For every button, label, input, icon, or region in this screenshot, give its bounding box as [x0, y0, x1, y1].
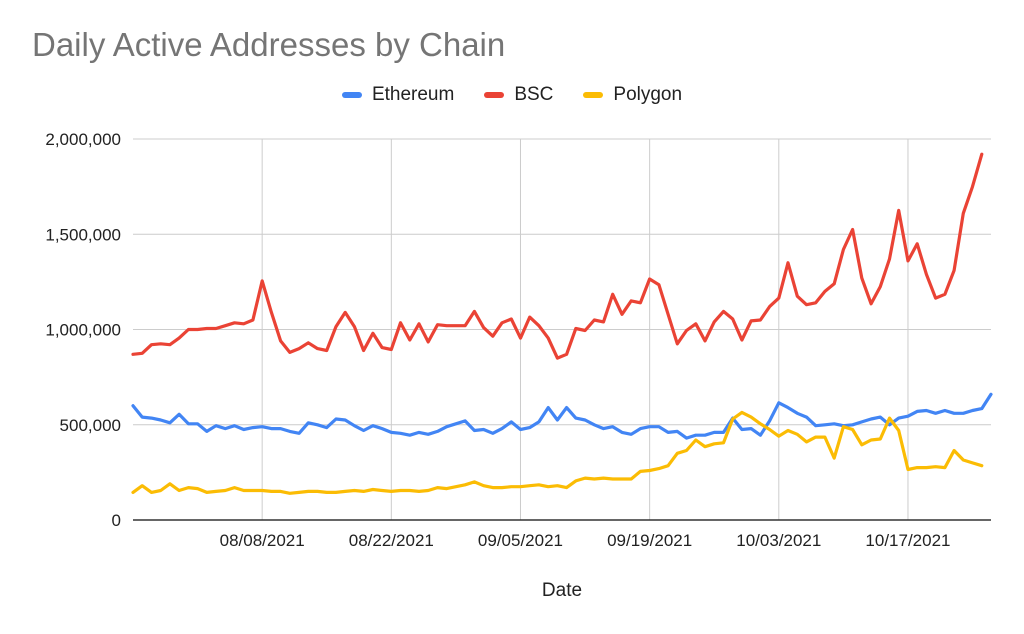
- series-line-polygon: [131, 410, 984, 495]
- x-tick-label: 10/17/2021: [865, 531, 950, 550]
- chart-title: Daily Active Addresses by Chain: [32, 26, 506, 63]
- legend-label-bsc: BSC: [514, 84, 554, 105]
- y-tick-label: 1,000,000: [45, 321, 121, 340]
- series-lines: [131, 152, 993, 495]
- y-tick-label: 1,500,000: [45, 225, 121, 244]
- legend-label-polygon: Polygon: [613, 84, 683, 105]
- x-tick-label: 09/19/2021: [607, 531, 692, 550]
- x-tick-label: 08/22/2021: [349, 531, 434, 550]
- x-tick-label: 08/08/2021: [220, 531, 305, 550]
- series-line-bsc: [131, 152, 984, 360]
- legend-label-ethereum: Ethereum: [371, 84, 455, 105]
- x-axis-title: Date: [541, 580, 583, 601]
- legend: Ethereum BSC Polygon: [0, 84, 1024, 106]
- legend-swatch-bsc: [484, 92, 505, 98]
- y-axis-ticks: 0 500,000 1,000,000 1,500,000 2,000,000: [45, 130, 121, 530]
- x-tick-label: 10/03/2021: [736, 531, 821, 550]
- x-axis-ticks: 08/08/2021 08/22/2021 09/05/2021 09/19/2021…: [220, 531, 951, 550]
- y-tick-label: 0: [112, 511, 121, 530]
- x-tick-label: 09/05/2021: [478, 531, 563, 550]
- legend-swatch-ethereum: [341, 92, 362, 98]
- legend-item-ethereum[interactable]: Ethereum: [341, 84, 455, 106]
- legend-item-polygon[interactable]: Polygon: [583, 84, 682, 106]
- legend-swatch-polygon: [583, 92, 604, 98]
- y-tick-label: 2,000,000: [45, 130, 121, 149]
- legend-item-bsc[interactable]: BSC: [484, 84, 553, 106]
- gridlines: [133, 138, 991, 520]
- y-tick-label: 500,000: [60, 416, 121, 435]
- series-line-ethereum: [131, 392, 993, 440]
